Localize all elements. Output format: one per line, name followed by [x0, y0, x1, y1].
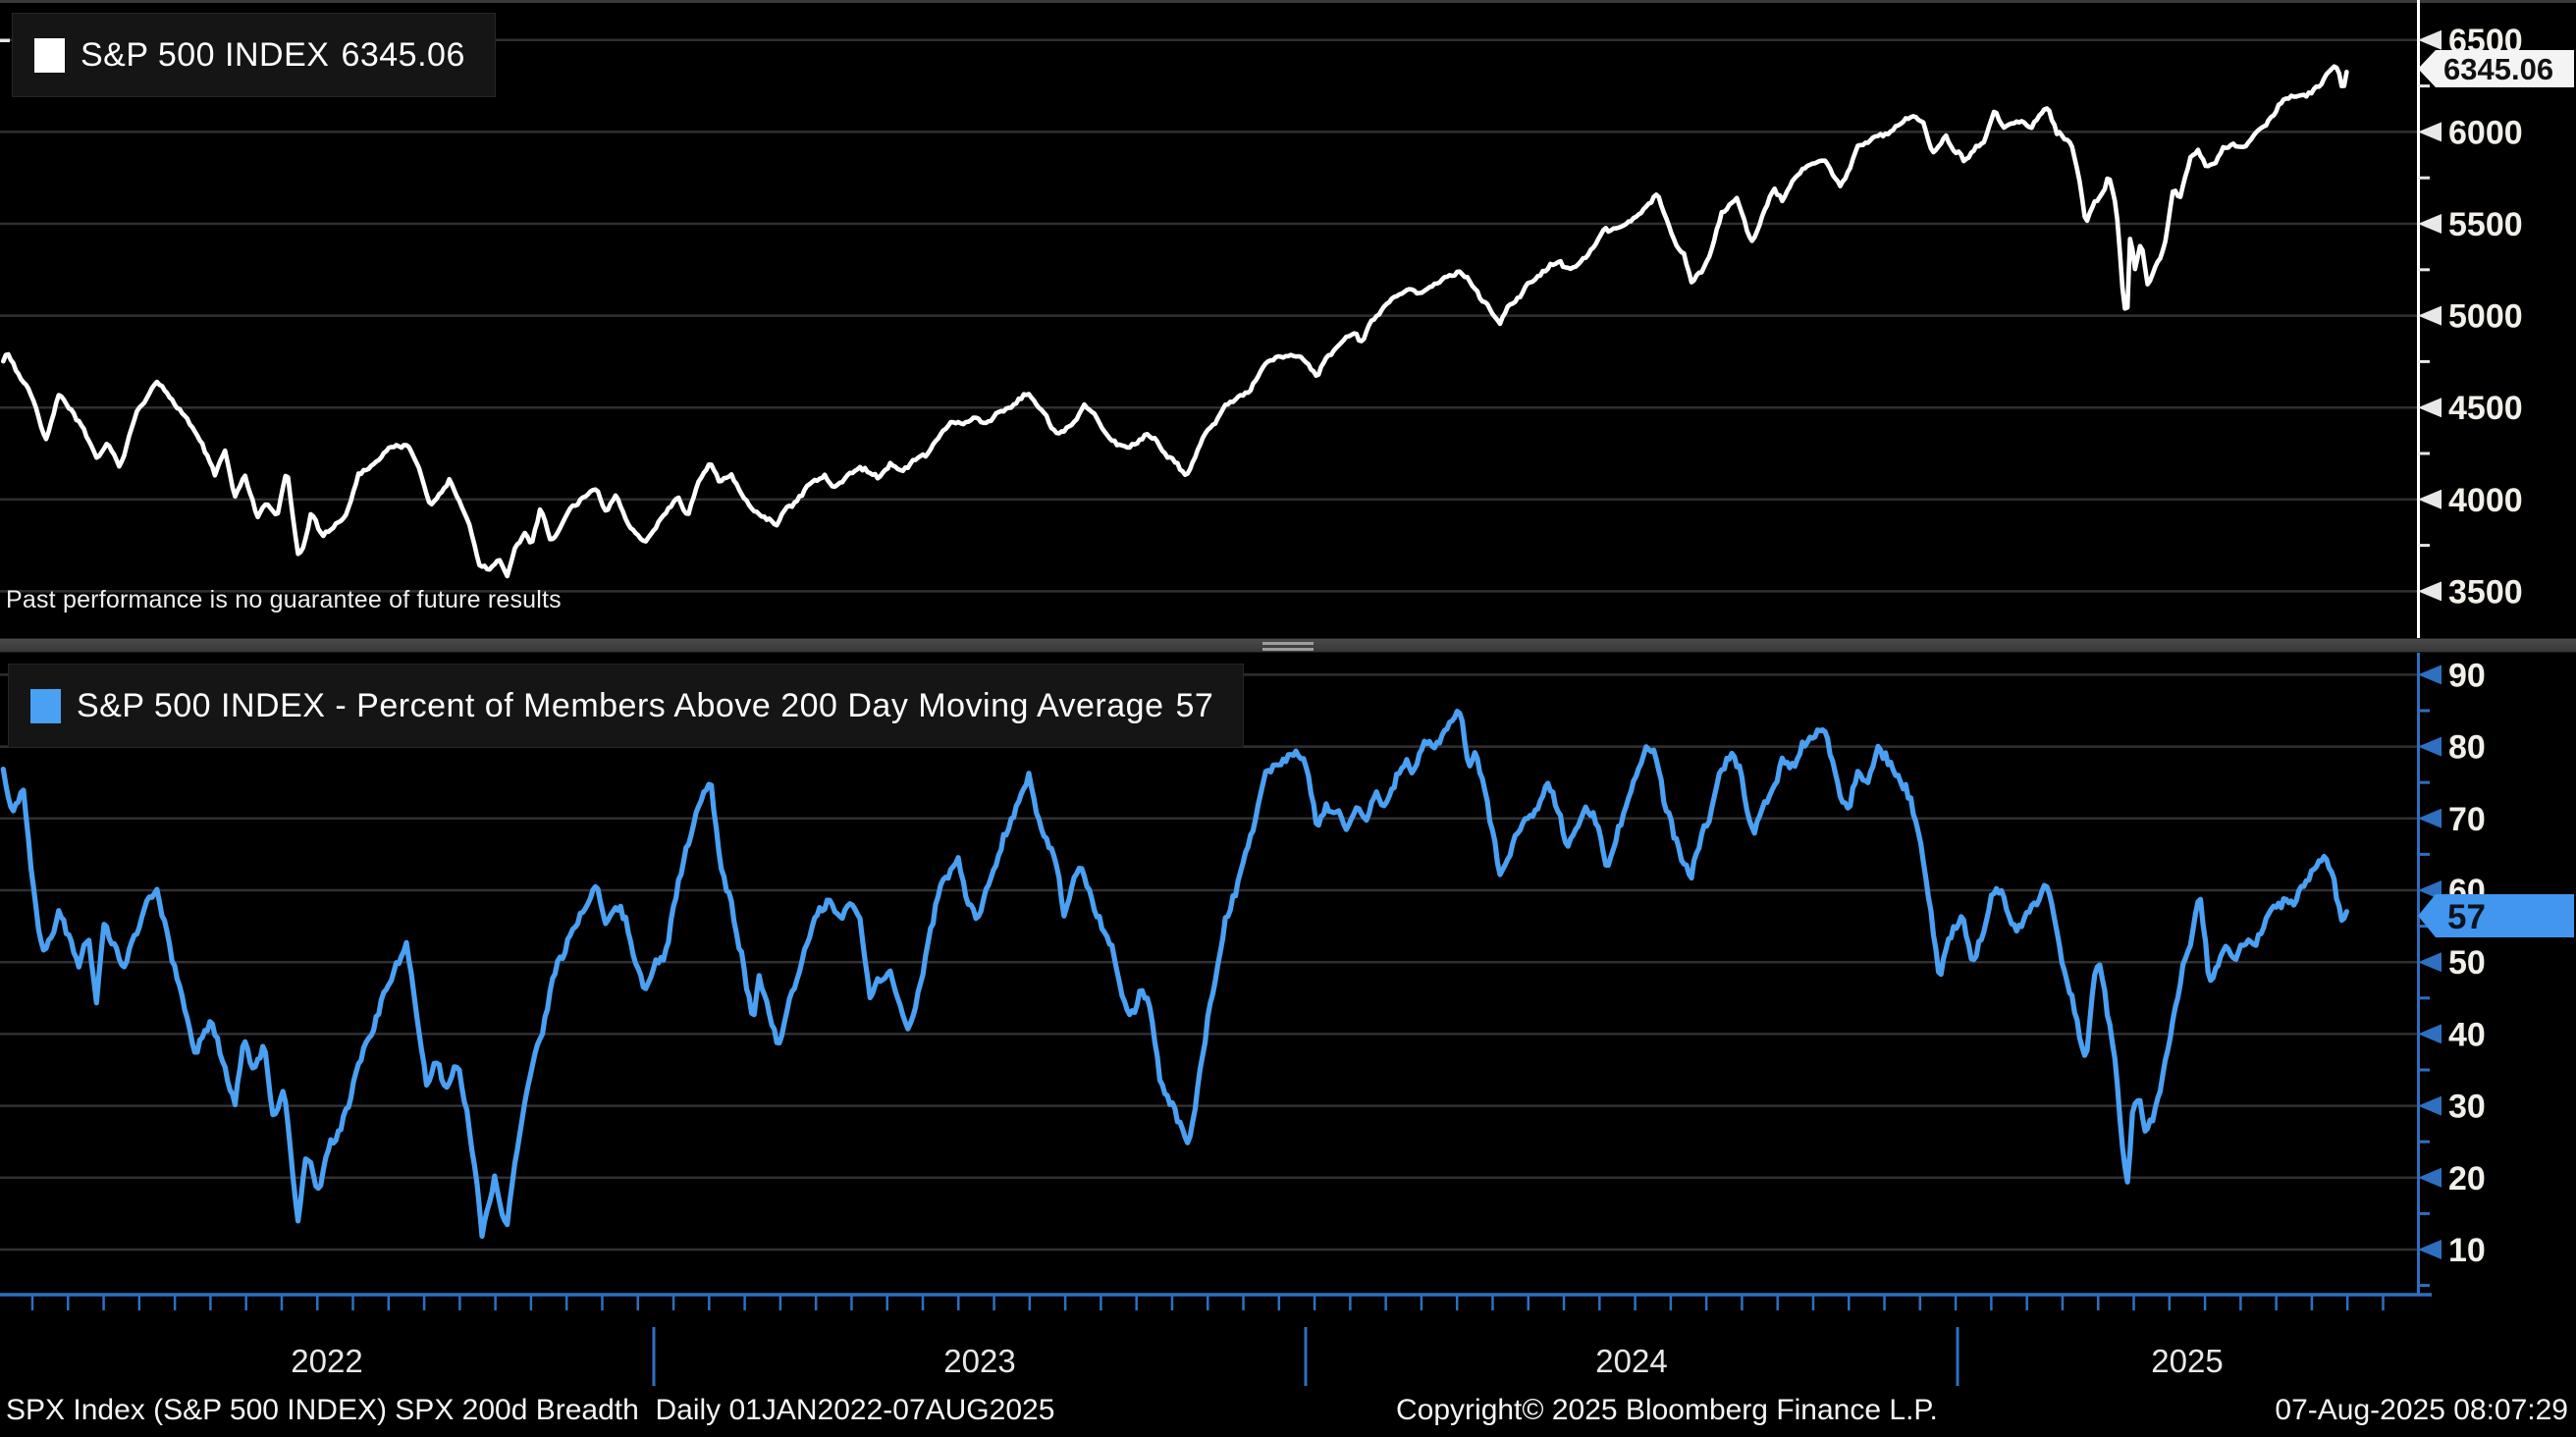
panel-splitter[interactable]: [0, 638, 2576, 653]
axis-tick-arrow-icon: [2418, 398, 2442, 418]
disclaimer-text: Past performance is no guarantee of futu…: [6, 586, 562, 613]
axis-tick-label: 40: [2448, 1016, 2486, 1053]
axis-minor-tick: [2418, 452, 2430, 455]
spx-series-line: [1, 64, 2349, 579]
axis-tick-arrow-icon: [2418, 29, 2442, 50]
axis-minor-tick: [2418, 852, 2430, 856]
axis-tick-label: 50: [2448, 944, 2486, 982]
axis-tick-arrow-icon: [2418, 808, 2442, 828]
bottom-panel-gridlines: [0, 673, 2417, 1251]
status-security-info: SPX Index (S&P 500 INDEX) SPX 200d Bread…: [6, 1394, 1055, 1426]
status-timestamp: 07-Aug-2025 08:07:29: [2275, 1394, 2568, 1426]
axis-tick-arrow-icon: [2418, 214, 2442, 234]
axis-tick-arrow-icon: [2418, 1024, 2442, 1044]
year-label-2024: 2024: [1595, 1343, 1668, 1379]
axis-tick-label: 70: [2448, 801, 2486, 838]
axis-tick-label: 10: [2448, 1232, 2486, 1269]
axis-tick-label: 4500: [2448, 390, 2523, 427]
axis-tick-arrow-icon: [2418, 1167, 2442, 1188]
svg-text:6345.06: 6345.06: [2443, 52, 2553, 86]
axis-tick-arrow-icon: [2418, 489, 2442, 509]
axis-tick-arrow-icon: [2418, 736, 2442, 757]
year-label-2023: 2023: [943, 1343, 1016, 1379]
axis-tick-arrow-icon: [2418, 1095, 2442, 1116]
price-tag: 6345.06: [2418, 50, 2574, 87]
breadth-legend-swatch: [30, 688, 61, 723]
axis-tick-arrow-icon: [2418, 305, 2442, 326]
axis-minor-tick: [2418, 996, 2430, 1000]
axis-tick-label: 80: [2448, 729, 2486, 767]
splitter-handle-icon[interactable]: [1262, 642, 1314, 651]
breadth-legend-value: 57: [1175, 686, 1214, 724]
axis-minor-tick: [2418, 1211, 2430, 1215]
axis-minor-tick: [2418, 544, 2430, 548]
status-copyright: Copyright© 2025 Bloomberg Finance L.P.: [1396, 1394, 1938, 1426]
legend-breadth[interactable]: S&P 500 INDEX - Percent of Members Above…: [8, 664, 1245, 748]
spx-legend-label: S&P 500 INDEX: [80, 35, 330, 74]
top-panel-gridlines: [0, 38, 2417, 593]
axis-minor-tick: [2418, 268, 2430, 272]
axis-tick-label: 3500: [2448, 573, 2523, 611]
axis-minor-tick: [2418, 176, 2430, 180]
axis-minor-tick: [2418, 925, 2430, 929]
x-axis-ticks: [30, 1296, 2385, 1310]
axis-tick-label: 6000: [2448, 114, 2523, 151]
axis-tick-arrow-icon: [2418, 1240, 2442, 1259]
svg-text:57: 57: [2447, 898, 2486, 936]
axis-tick-label: 5500: [2448, 206, 2523, 243]
axis-tick-label: 20: [2448, 1160, 2486, 1198]
bottom-plot-surface[interactable]: [0, 654, 2417, 1294]
axis-tick-label: 30: [2448, 1089, 2486, 1126]
axis-minor-tick: [2418, 1140, 2430, 1144]
axis-tick-label: 4000: [2448, 482, 2523, 519]
axis-tick-arrow-icon: [2418, 122, 2442, 142]
left-edge-tick: [0, 38, 10, 42]
value-tag: 57: [2418, 894, 2574, 937]
year-label-2025: 2025: [2151, 1343, 2224, 1379]
axis-minor-tick: [2418, 1284, 2430, 1288]
axis-minor-tick: [2418, 84, 2430, 88]
legend-spx[interactable]: S&P 500 INDEX 6345.06: [12, 13, 496, 97]
axis-tick-arrow-icon: [2418, 581, 2442, 602]
breadth-series-line: [0, 709, 2349, 1239]
axis-minor-tick: [2418, 1068, 2430, 1072]
window-top-edge: [0, 0, 2576, 3]
axis-minor-tick: [2418, 359, 2430, 363]
axis-tick-label: 90: [2448, 657, 2486, 694]
axis-tick-arrow-icon: [2418, 952, 2442, 973]
axis-minor-tick: [2418, 709, 2430, 713]
status-bar: SPX Index (S&P 500 INDEX) SPX 200d Bread…: [0, 1394, 2576, 1437]
spx-legend-value: 6345.06: [341, 35, 465, 74]
spx-legend-swatch: [34, 37, 65, 73]
axis-tick-label: 5000: [2448, 298, 2523, 336]
top-plot-surface[interactable]: [0, 4, 2417, 637]
breadth-legend-label: S&P 500 INDEX - Percent of Members Above…: [77, 686, 1164, 724]
axis-tick-arrow-icon: [2418, 665, 2442, 685]
axis-minor-tick: [2418, 780, 2430, 784]
year-label-2022: 2022: [291, 1343, 363, 1379]
